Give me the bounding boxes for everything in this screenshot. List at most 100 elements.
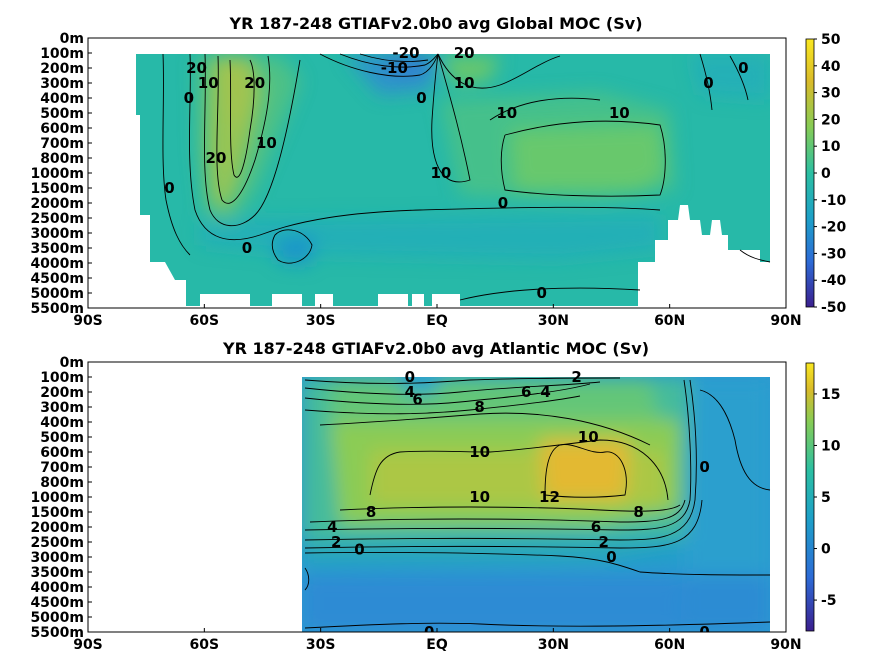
contour-label: 10 bbox=[469, 443, 490, 461]
y-tick-label: 500m bbox=[40, 106, 84, 122]
x-tick-label: 90N bbox=[770, 313, 801, 329]
contour-label: 2 bbox=[331, 533, 341, 551]
y-tick-label: 600m bbox=[40, 121, 84, 137]
contour-label: 10 bbox=[256, 134, 277, 152]
y-tick-label: 2000m bbox=[30, 520, 84, 536]
colorbar-tick-label: 0 bbox=[821, 542, 831, 558]
y-axis-ticks: 0m100m200m300m400m500m600m700m800m1000m1… bbox=[30, 355, 92, 641]
x-tick-label: 60S bbox=[190, 313, 220, 329]
contour-label: 10 bbox=[454, 74, 475, 92]
y-tick-label: 5500m bbox=[30, 625, 84, 641]
x-tick-label: 30S bbox=[306, 313, 336, 329]
land-mask bbox=[88, 362, 786, 632]
contour-label: 20 bbox=[244, 74, 265, 92]
contour-label: 4 bbox=[327, 518, 337, 536]
contour-label: -10 bbox=[381, 59, 408, 77]
y-tick-label: 3500m bbox=[30, 241, 84, 257]
y-tick-label: 5000m bbox=[30, 286, 84, 302]
contour-label: -20 bbox=[392, 44, 419, 62]
y-tick-label: 5000m bbox=[30, 610, 84, 626]
colorbar-tick-label: 10 bbox=[821, 438, 841, 454]
colorbar-tick-label: 0 bbox=[821, 166, 831, 182]
y-tick-label: 800m bbox=[40, 151, 84, 167]
contour-label: 0 bbox=[498, 194, 508, 212]
contour-label: 10 bbox=[496, 104, 517, 122]
contour-label: 12 bbox=[539, 488, 560, 506]
contour-label: 0 bbox=[416, 89, 426, 107]
y-tick-label: 2500m bbox=[30, 535, 84, 551]
contour-label: 0 bbox=[184, 89, 194, 107]
contour-label: 0 bbox=[703, 74, 713, 92]
y-tick-label: 1000m bbox=[30, 490, 84, 506]
y-tick-label: 300m bbox=[40, 400, 84, 416]
land-mask bbox=[88, 38, 786, 308]
y-tick-label: 700m bbox=[40, 136, 84, 152]
x-tick-label: 90S bbox=[73, 313, 103, 329]
contour-label: 0 bbox=[242, 239, 252, 257]
contour-label: 8 bbox=[633, 503, 643, 521]
contour-label: 10 bbox=[198, 74, 219, 92]
y-tick-label: 1500m bbox=[30, 181, 84, 197]
contour-label: 10 bbox=[430, 164, 451, 182]
colorbar-tick-label: -20 bbox=[821, 220, 847, 236]
y-tick-label: 100m bbox=[40, 370, 84, 386]
y-tick-label: 700m bbox=[40, 460, 84, 476]
y-tick-label: 400m bbox=[40, 415, 84, 431]
colorbar-tick-label: 5 bbox=[821, 490, 831, 506]
contour-label: 6 bbox=[521, 383, 531, 401]
contour-label: 0 bbox=[354, 541, 364, 559]
y-tick-label: 2500m bbox=[30, 211, 84, 227]
colorbar bbox=[805, 38, 815, 308]
y-tick-label: 600m bbox=[40, 445, 84, 461]
colorbar-ticks: 50 40 30 20 10 0 -10 -20 -30 -40 -50 bbox=[814, 32, 847, 316]
contour-label: 0 bbox=[606, 548, 616, 566]
contour-label: 6 bbox=[412, 391, 422, 409]
y-tick-label: 5500m bbox=[30, 301, 84, 317]
contour-label: 0 bbox=[699, 623, 709, 641]
y-tick-label: 2000m bbox=[30, 196, 84, 212]
chart-title: YR 187-248 GTIAFv2.0b0 avg Global MOC (S… bbox=[228, 14, 642, 33]
contour-label: 20 bbox=[186, 59, 207, 77]
y-tick-label: 3500m bbox=[30, 565, 84, 581]
y-tick-label: 200m bbox=[40, 385, 84, 401]
x-tick-label: 90S bbox=[73, 637, 103, 653]
y-tick-label: 4500m bbox=[30, 595, 84, 611]
y-tick-label: 100m bbox=[40, 46, 84, 62]
chart-title: YR 187-248 GTIAFv2.0b0 avg Atlantic MOC … bbox=[222, 339, 649, 358]
contour-lines bbox=[304, 377, 771, 629]
x-tick-label: 30S bbox=[306, 637, 336, 653]
x-tick-label: 90N bbox=[770, 637, 801, 653]
colorbar-tick-label: -10 bbox=[821, 193, 847, 209]
colorbar-tick-label: 20 bbox=[821, 112, 841, 128]
colorbar-tick-label: -50 bbox=[821, 300, 847, 316]
contour-label: 4 bbox=[405, 383, 415, 401]
y-tick-label: 500m bbox=[40, 430, 84, 446]
x-tick-label: 30N bbox=[538, 313, 569, 329]
colorbar-tick-label: 40 bbox=[821, 59, 841, 75]
colorbar-tick-label: -40 bbox=[821, 273, 847, 289]
contour-label: 0 bbox=[738, 59, 748, 77]
colorbar-ticks: 15 10 5 0 -5 bbox=[814, 387, 841, 609]
atlantic-moc-panel: YR 187-248 GTIAFv2.0b0 avg Atlantic MOC … bbox=[30, 339, 840, 653]
contour-label: 20 bbox=[454, 44, 475, 62]
colorbar bbox=[805, 362, 815, 632]
y-tick-label: 4000m bbox=[30, 580, 84, 596]
y-tick-label: 0m bbox=[60, 355, 84, 371]
contour-label: 10 bbox=[469, 488, 490, 506]
x-tick-label: 60N bbox=[654, 637, 685, 653]
colorbar-tick-label: 15 bbox=[821, 387, 840, 403]
colorbar-tick-label: 10 bbox=[821, 139, 841, 155]
contour-label: 10 bbox=[609, 104, 630, 122]
y-tick-label: 800m bbox=[40, 475, 84, 491]
x-axis-ticks: 90S 60S 30S EQ 30N 60N 90N bbox=[73, 628, 802, 653]
y-tick-label: 300m bbox=[40, 76, 84, 92]
y-tick-label: 3000m bbox=[30, 226, 84, 242]
colorbar-tick-label: -30 bbox=[821, 246, 847, 262]
contour-label: 8 bbox=[474, 398, 484, 416]
contour-label: 20 bbox=[206, 149, 227, 167]
y-tick-label: 3000m bbox=[30, 550, 84, 566]
contour-label: 0 bbox=[405, 368, 415, 386]
